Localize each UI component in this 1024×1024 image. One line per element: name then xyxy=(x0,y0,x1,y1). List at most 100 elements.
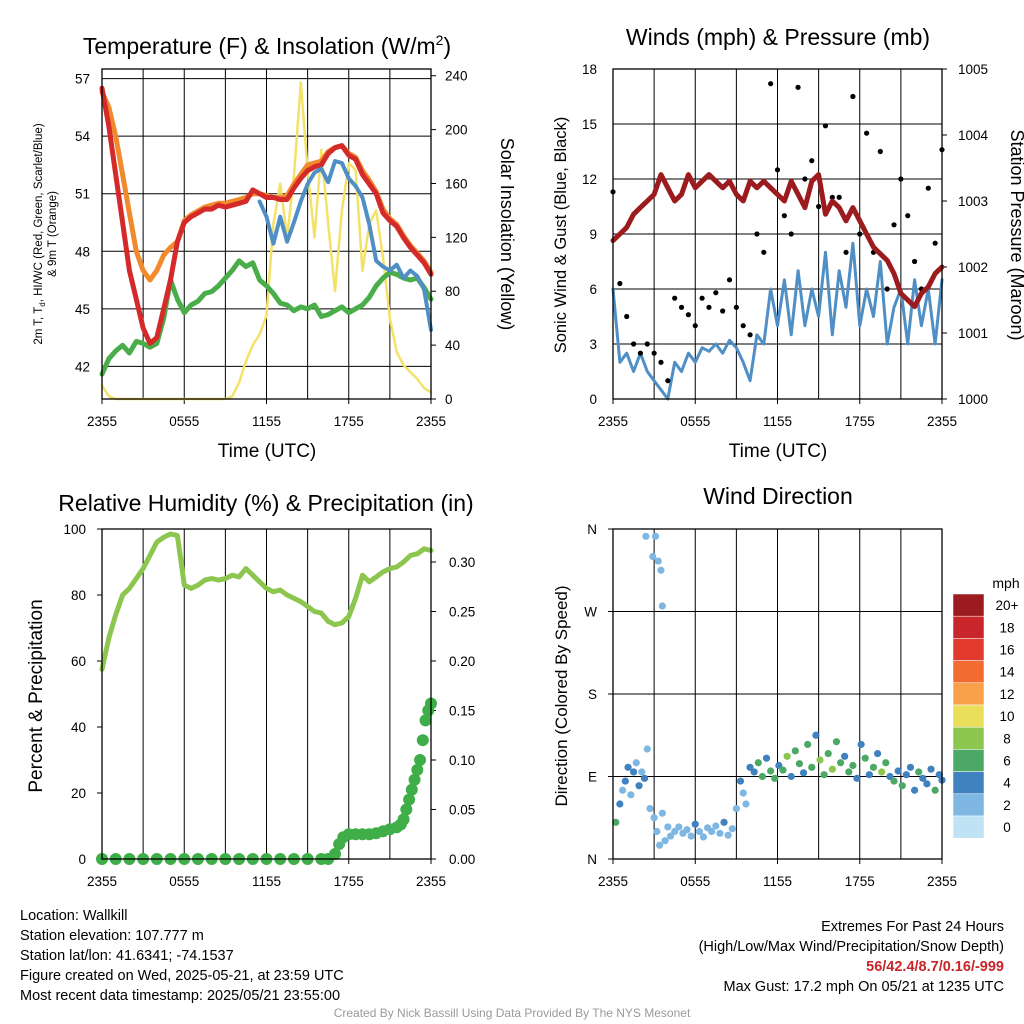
humidity-ytick-label: 80 xyxy=(71,588,86,603)
gust-point xyxy=(720,308,726,314)
winds-ytick-label: 0 xyxy=(589,392,597,407)
colorbar-swatch xyxy=(952,615,985,639)
gust-point xyxy=(891,222,897,228)
winds-xtick-label: 2355 xyxy=(598,414,628,429)
direction-point xyxy=(635,782,643,790)
gust-point xyxy=(754,231,760,237)
direction-point xyxy=(894,767,902,775)
colorbar-swatch xyxy=(952,726,985,750)
direction-point xyxy=(739,789,747,797)
winds-ytick-label: 3 xyxy=(589,337,597,352)
precip-point xyxy=(419,714,432,727)
direction-point xyxy=(621,777,629,785)
colorbar-swatch xyxy=(952,660,985,684)
winds-ytick-label: 9 xyxy=(589,227,597,242)
colorbar-unit: mph xyxy=(992,575,1019,591)
direction-point xyxy=(832,738,841,746)
direction-point xyxy=(902,771,910,779)
direction-point xyxy=(820,771,828,779)
direction-point xyxy=(841,752,849,760)
temperature-xtick-label: 0555 xyxy=(169,414,199,429)
colorbar-label: 20+ xyxy=(996,598,1019,613)
gust-point xyxy=(802,176,808,182)
direction-point xyxy=(646,804,654,813)
direction-point xyxy=(638,768,646,776)
colorbar-swatch xyxy=(952,749,985,772)
colorbar-label: 10 xyxy=(999,709,1014,724)
station-latlon: Station lat/lon: 41.6341; -74.1537 xyxy=(20,948,234,964)
direction-point xyxy=(649,552,657,561)
precip-point xyxy=(416,734,429,747)
gust-point xyxy=(884,286,890,292)
humidity-ytick-right-label: 0.10 xyxy=(449,753,475,768)
temperature-x-label: Time (UTC) xyxy=(218,441,317,462)
winds-border xyxy=(612,68,943,400)
direction-point xyxy=(857,740,865,749)
temperature-panel: Temperature (F) & Insolation (W/m2) 2355… xyxy=(33,32,517,462)
gust-point xyxy=(864,130,870,136)
gust-point xyxy=(665,378,671,384)
precip-point xyxy=(400,803,413,816)
wind-direction-xtick-label: 1755 xyxy=(845,874,875,889)
wind-direction-xtick-label: 2355 xyxy=(927,874,957,889)
direction-point xyxy=(642,532,650,540)
dewpoint-line xyxy=(99,258,434,377)
wind-direction-xtick-label: 1155 xyxy=(763,874,792,889)
direction-point xyxy=(683,826,691,834)
winds-ytick-label: 15 xyxy=(582,117,597,132)
direction-point xyxy=(691,820,699,828)
direction-point xyxy=(828,765,836,773)
temperature-ytick-label: 42 xyxy=(75,359,90,374)
direction-point xyxy=(923,780,931,788)
temp-2m-line xyxy=(99,85,434,346)
temperature-ytick-right-label: 160 xyxy=(445,176,468,191)
direction-point xyxy=(742,800,750,808)
humidity-ytick-right-label: 0.25 xyxy=(449,604,475,619)
direction-point xyxy=(651,532,660,540)
gust-point xyxy=(788,231,794,237)
precip-point xyxy=(405,783,418,796)
colorbar-label: 16 xyxy=(999,643,1014,658)
direction-point xyxy=(657,566,665,574)
humidity-ytick-right-label: 0.00 xyxy=(449,852,475,867)
humidity-title: Relative Humidity (%) & Precipitation (i… xyxy=(58,490,473,516)
hi-wc-line xyxy=(257,159,433,332)
gust-point xyxy=(692,323,698,329)
gust-point xyxy=(774,167,781,173)
precip-point xyxy=(408,773,421,786)
direction-point xyxy=(720,818,728,826)
temperature-ytick-right-label: 80 xyxy=(445,284,460,299)
humidity-ytick-label: 0 xyxy=(78,852,86,867)
winds-ytick-right-label: 1004 xyxy=(958,128,989,143)
temperature-ytick-label: 54 xyxy=(75,129,91,144)
direction-point xyxy=(783,752,791,760)
direction-point xyxy=(643,745,651,753)
winds-xtick-label: 1155 xyxy=(763,414,792,429)
direction-point xyxy=(849,761,857,770)
humidity-plot-area: 2355 0555 1155 1755 23550204060801000.000.05… xyxy=(63,522,475,889)
extremes-heading: Extremes For Past 24 Hours xyxy=(821,919,1004,935)
winds-ytick-right-label: 1005 xyxy=(958,62,988,77)
direction-point xyxy=(919,774,927,782)
winds-xtick-label: 0555 xyxy=(680,414,710,429)
extremes-values: 56/42.4/8.7/0.16/-999 xyxy=(866,959,1004,975)
wind-direction-xtick-label: 0555 xyxy=(680,874,710,889)
precip-point xyxy=(411,763,424,776)
gust-point xyxy=(651,350,657,356)
humidity-xtick-label: 1755 xyxy=(334,874,364,889)
winds-xtick-label: 2355 xyxy=(927,414,957,429)
direction-point xyxy=(616,800,624,808)
winds-xtick-label: 1755 xyxy=(845,414,875,429)
direction-point xyxy=(656,841,664,849)
temperature-y-label-left: 2m T, Td, HI/WC (Red, Green, Scarlet/Blu… xyxy=(33,123,47,344)
direction-point xyxy=(890,777,898,785)
temperature-title: Temperature (F) & Insolation (W/m2) xyxy=(83,32,451,59)
winds-ytick-label: 18 xyxy=(582,62,597,77)
wind-direction-y-label: Direction (Colored By Speed) xyxy=(552,585,571,806)
colorbar-swatch xyxy=(952,682,985,706)
humidity-ytick-right-label: 0.15 xyxy=(449,703,475,718)
temperature-ytick-label: 51 xyxy=(75,187,90,202)
direction-point xyxy=(664,823,672,831)
wind-direction-panel: Wind Direction 2355 0555 1155 1755 2355NESWN… xyxy=(552,483,1020,889)
colorbar-swatch xyxy=(952,704,985,728)
